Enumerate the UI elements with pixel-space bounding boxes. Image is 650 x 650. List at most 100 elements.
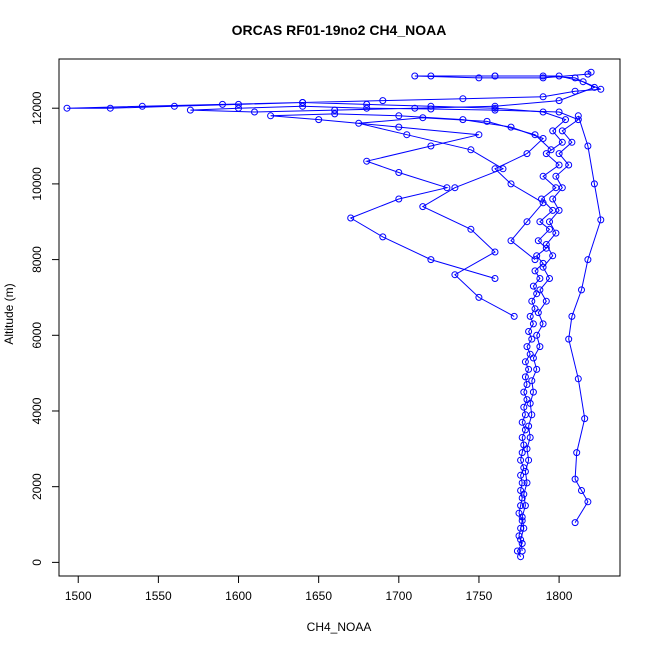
data-point [475,293,483,301]
series-layer [63,68,605,561]
x-tick-label: 1700 [385,589,412,603]
data-point [411,104,419,112]
data-point [529,282,537,290]
data-point [597,85,605,93]
data-point [547,146,555,154]
data-point [491,106,499,114]
data-point [552,172,560,180]
data-point [555,150,563,158]
data-point [531,267,539,275]
data-point [363,104,371,112]
data-point [536,275,544,282]
data-point [565,161,573,169]
data-point [483,117,491,125]
data-point [571,519,579,527]
data-point [529,320,537,328]
x-tick-label: 1500 [65,589,92,603]
data-point [581,415,589,423]
data-point [299,99,307,106]
y-tick-label: 12000 [30,91,44,125]
data-point [427,72,435,80]
data-point [518,418,526,426]
data-point [523,218,531,226]
data-point [584,498,592,506]
data-point [539,172,547,180]
data-point [235,104,242,112]
data-point [549,195,557,203]
y-tick-label: 0 [30,559,44,566]
data-point [510,312,518,320]
data-point [539,135,547,142]
data-point [546,218,553,226]
data-point [536,218,544,226]
data-point [558,127,566,135]
data-point [517,502,525,510]
data-point [427,256,435,264]
data-point [395,195,403,203]
data-point [528,411,536,419]
data-point [518,449,526,457]
data-point [267,112,275,120]
data-point [523,381,531,388]
data-point [531,256,539,264]
x-tick-label: 1550 [145,589,172,603]
x-tick-label: 1750 [466,589,493,603]
data-point [533,365,541,373]
data-point [558,138,566,146]
data-point [549,252,557,260]
data-point [491,102,499,110]
data-point [529,354,537,362]
x-tick-label: 1800 [546,589,573,603]
data-point [555,108,563,116]
data-point [597,216,605,224]
data-point [539,263,547,271]
series-line [66,71,601,557]
data-point [459,95,467,103]
data-point [331,110,339,118]
data-point [520,524,528,532]
plot-area [58,58,621,577]
data-point [528,297,536,305]
data-point [529,388,537,396]
data-point [555,206,563,214]
data-point [574,112,582,120]
data-point [411,72,419,80]
data-point [534,309,542,317]
series-5 [355,114,555,320]
data-point [520,403,528,411]
data-point [536,343,544,351]
data-point [443,184,451,192]
data-point [571,475,579,483]
data-point [520,490,528,498]
data-point [395,123,403,131]
series-line [568,115,602,523]
series-3 [565,112,605,527]
data-point [568,138,576,146]
data-point [106,104,114,112]
data-point [467,146,475,154]
data-point [235,100,242,108]
data-point [533,252,541,260]
data-point [518,494,526,502]
data-point [520,388,528,396]
data-point [528,377,536,385]
data-point [491,275,499,282]
data-point [546,225,553,233]
data-point [536,286,544,294]
data-point [574,375,582,383]
data-point [587,68,595,76]
data-point [379,233,387,241]
data-point [403,131,411,139]
data-point [521,373,529,381]
data-point [451,184,459,192]
data-point [521,502,529,510]
data-point [347,214,355,222]
y-tick-label: 6000 [30,322,44,349]
y-tick-label: 8000 [30,246,44,273]
data-point [475,74,483,82]
data-point [518,547,526,555]
data-point [571,74,579,82]
data-point [331,106,339,114]
data-point [578,487,585,494]
